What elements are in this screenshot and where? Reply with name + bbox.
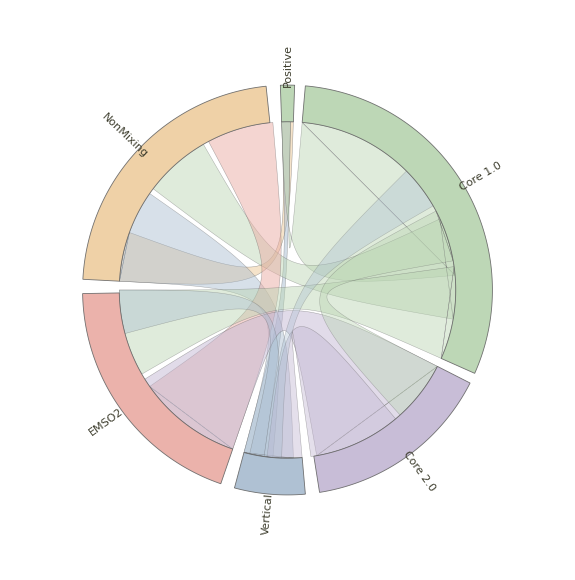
Polygon shape (320, 211, 453, 415)
Polygon shape (119, 290, 279, 458)
Text: Core 2.0: Core 2.0 (401, 450, 437, 494)
Text: Vertical: Vertical (261, 492, 275, 535)
Polygon shape (264, 171, 433, 458)
Polygon shape (153, 144, 456, 319)
Polygon shape (83, 293, 233, 484)
Polygon shape (83, 86, 270, 281)
Polygon shape (314, 367, 470, 492)
Polygon shape (120, 194, 293, 458)
Text: Positive: Positive (282, 44, 293, 87)
Text: NonMixing: NonMixing (100, 112, 150, 160)
Polygon shape (281, 85, 294, 122)
Polygon shape (150, 122, 281, 449)
Polygon shape (235, 452, 305, 495)
Polygon shape (120, 122, 293, 284)
Polygon shape (267, 327, 396, 458)
Polygon shape (244, 122, 290, 456)
Text: Core 1.0: Core 1.0 (458, 160, 504, 193)
Polygon shape (119, 267, 456, 374)
Polygon shape (282, 122, 455, 281)
Text: EMSO2: EMSO2 (87, 406, 125, 437)
Polygon shape (302, 86, 492, 374)
Polygon shape (145, 311, 438, 456)
